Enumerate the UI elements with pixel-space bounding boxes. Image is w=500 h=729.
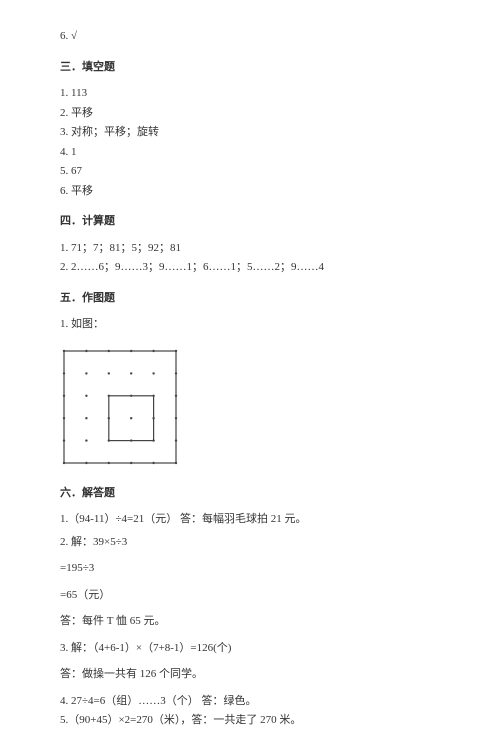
answer-line: 2. 2……6；9……3；9……1；6……1；5……2；9……4 — [60, 259, 440, 276]
answer-line: 3. 解：（4+6-1）×（7+8-1）=126(个) — [60, 640, 440, 657]
answer-line: =65（元） — [60, 587, 440, 604]
answer-line: 3. 对称；平移；旋转 — [60, 124, 440, 141]
answer-line: 1.（94-11）÷4=21（元） 答：每幅羽毛球拍 21 元。 — [60, 511, 440, 528]
answer-line: 1. 113 — [60, 85, 440, 102]
answer-line: 5.（90+45）×2=270（米），答：一共走了 270 米。 — [60, 712, 440, 729]
answer-line: 4. 1 — [60, 144, 440, 161]
answer-line: 答：每件 T 恤 65 元。 — [60, 613, 440, 630]
section-6-title: 六．解答题 — [60, 485, 440, 502]
section-4-title: 四．计算题 — [60, 213, 440, 230]
answer-line: 2. 平移 — [60, 105, 440, 122]
figure-container — [60, 347, 440, 467]
answer-line: 1. 71；7；81；5；92；81 — [60, 240, 440, 257]
dot-grid-figure — [60, 347, 180, 467]
section-5-title: 五．作图题 — [60, 290, 440, 307]
figure-label: 1. 如图： — [60, 316, 440, 333]
section-3-title: 三．填空题 — [60, 59, 440, 76]
answer-line: 6. √ — [60, 28, 440, 45]
answer-line: 2. 解：39×5÷3 — [60, 534, 440, 551]
answer-line: 6. 平移 — [60, 183, 440, 200]
answer-line: 5. 67 — [60, 163, 440, 180]
answer-line: 答：做操一共有 126 个同学。 — [60, 666, 440, 683]
answer-line: =195÷3 — [60, 560, 440, 577]
